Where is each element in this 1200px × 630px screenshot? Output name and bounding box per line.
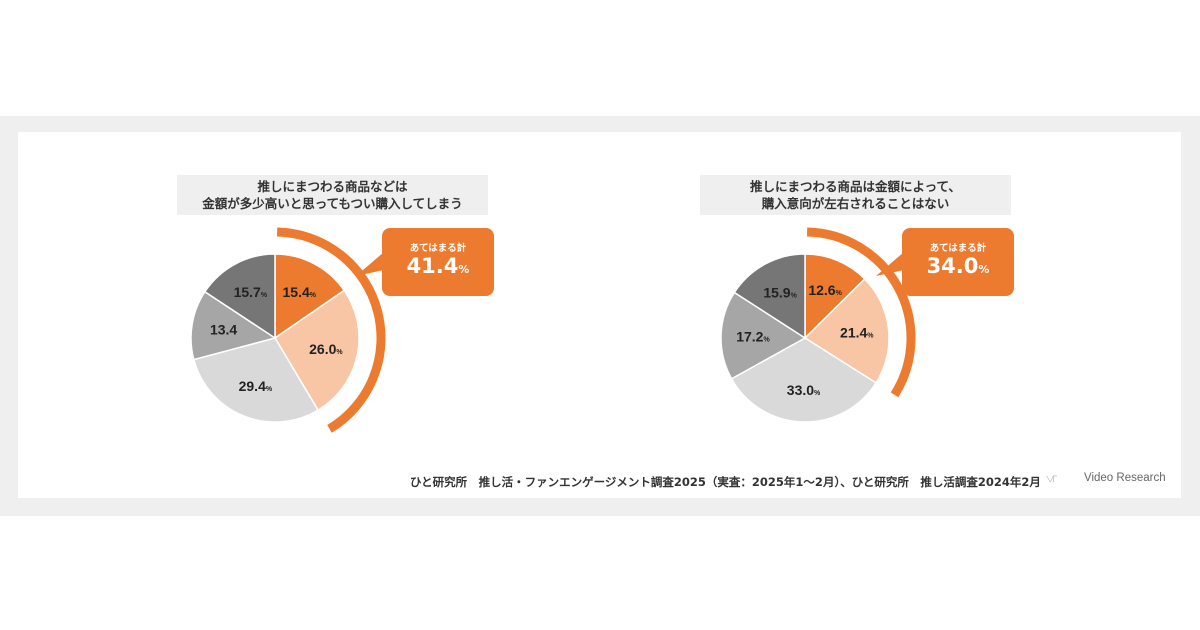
chart2-question-line1: 推しにまつわる商品は金額によって、 <box>750 179 961 194</box>
chart1-slice-4 <box>190 290 277 361</box>
chart2-callout-label: あてはまる計 <box>929 243 987 254</box>
chart1-callout-value: 41.4 <box>406 254 459 278</box>
chart2-slice-4 <box>720 291 807 380</box>
chart2-slice-2 <box>803 277 890 384</box>
chart1-highlight-arc <box>277 227 386 433</box>
chart1-question-line1: 推しにまつわる商品などは <box>257 179 408 194</box>
chart2-slice-2-label: 21.4% <box>840 324 874 340</box>
chart2-callout-unit: % <box>978 263 990 276</box>
chart1-question: 推しにまつわる商品などは 金額が多少高いと思ってもつい購入してしまう <box>177 175 488 215</box>
chart1-callout: あてはまる計 41.4% <box>382 228 494 296</box>
logo-text: Video Research <box>1084 472 1166 484</box>
chart2-callout-pointer <box>876 252 904 276</box>
chart1-slice-4-label: 13.4 <box>210 322 237 338</box>
chart1-slice-1-label: 15.4% <box>283 284 317 300</box>
chart1-slice-5-label: 15.7% <box>234 284 268 300</box>
chart2-slice-4-label: 17.2% <box>736 328 770 344</box>
chart2-highlight-arc <box>807 227 916 398</box>
chart1-callout-pointer <box>356 252 384 276</box>
chart2-slice-1 <box>804 253 866 340</box>
chart2-question-line2: 購入意向が左右されることはない <box>761 196 950 211</box>
chart1-slice-2-label: 26.0% <box>309 341 343 357</box>
chart1-slice-1 <box>274 253 346 340</box>
chart1-callout-unit: % <box>458 263 470 276</box>
chart2-slice-1-label: 12.6% <box>808 282 842 298</box>
chart1-slice-5 <box>203 253 276 340</box>
chart2-slice-5 <box>733 253 806 340</box>
chart2-pie: 12.6% 21.4% 33.0% 17.2% 15.9% <box>720 227 916 423</box>
chart1-pie: 15.4% 26.0% 29.4% 13.4 15.7% <box>190 227 386 433</box>
chart2-slice-5-label: 15.9% <box>763 284 797 300</box>
source-note: ひと研究所 推し活・ファンエンゲージメント調査2025（実査：2025年1～2月… <box>410 475 1041 489</box>
chart2-question: 推しにまつわる商品は金額によって、 購入意向が左右されることはない <box>700 175 1011 215</box>
chart2-callout: あてはまる計 34.0% <box>902 228 1014 296</box>
chart1-slice-3-label: 29.4% <box>239 378 273 394</box>
chart1-question-line2: 金額が多少高いと思ってもつい購入してしまう <box>202 196 463 211</box>
video-research-logo-icon <box>1046 475 1058 483</box>
chart2-slice-3-label: 33.0% <box>787 382 821 398</box>
chart1-slice-3 <box>192 337 320 423</box>
chart2-callout-value: 34.0 <box>926 254 979 278</box>
chart1-slice-2 <box>273 289 360 412</box>
chart1-callout-label: あてはまる計 <box>409 243 467 254</box>
